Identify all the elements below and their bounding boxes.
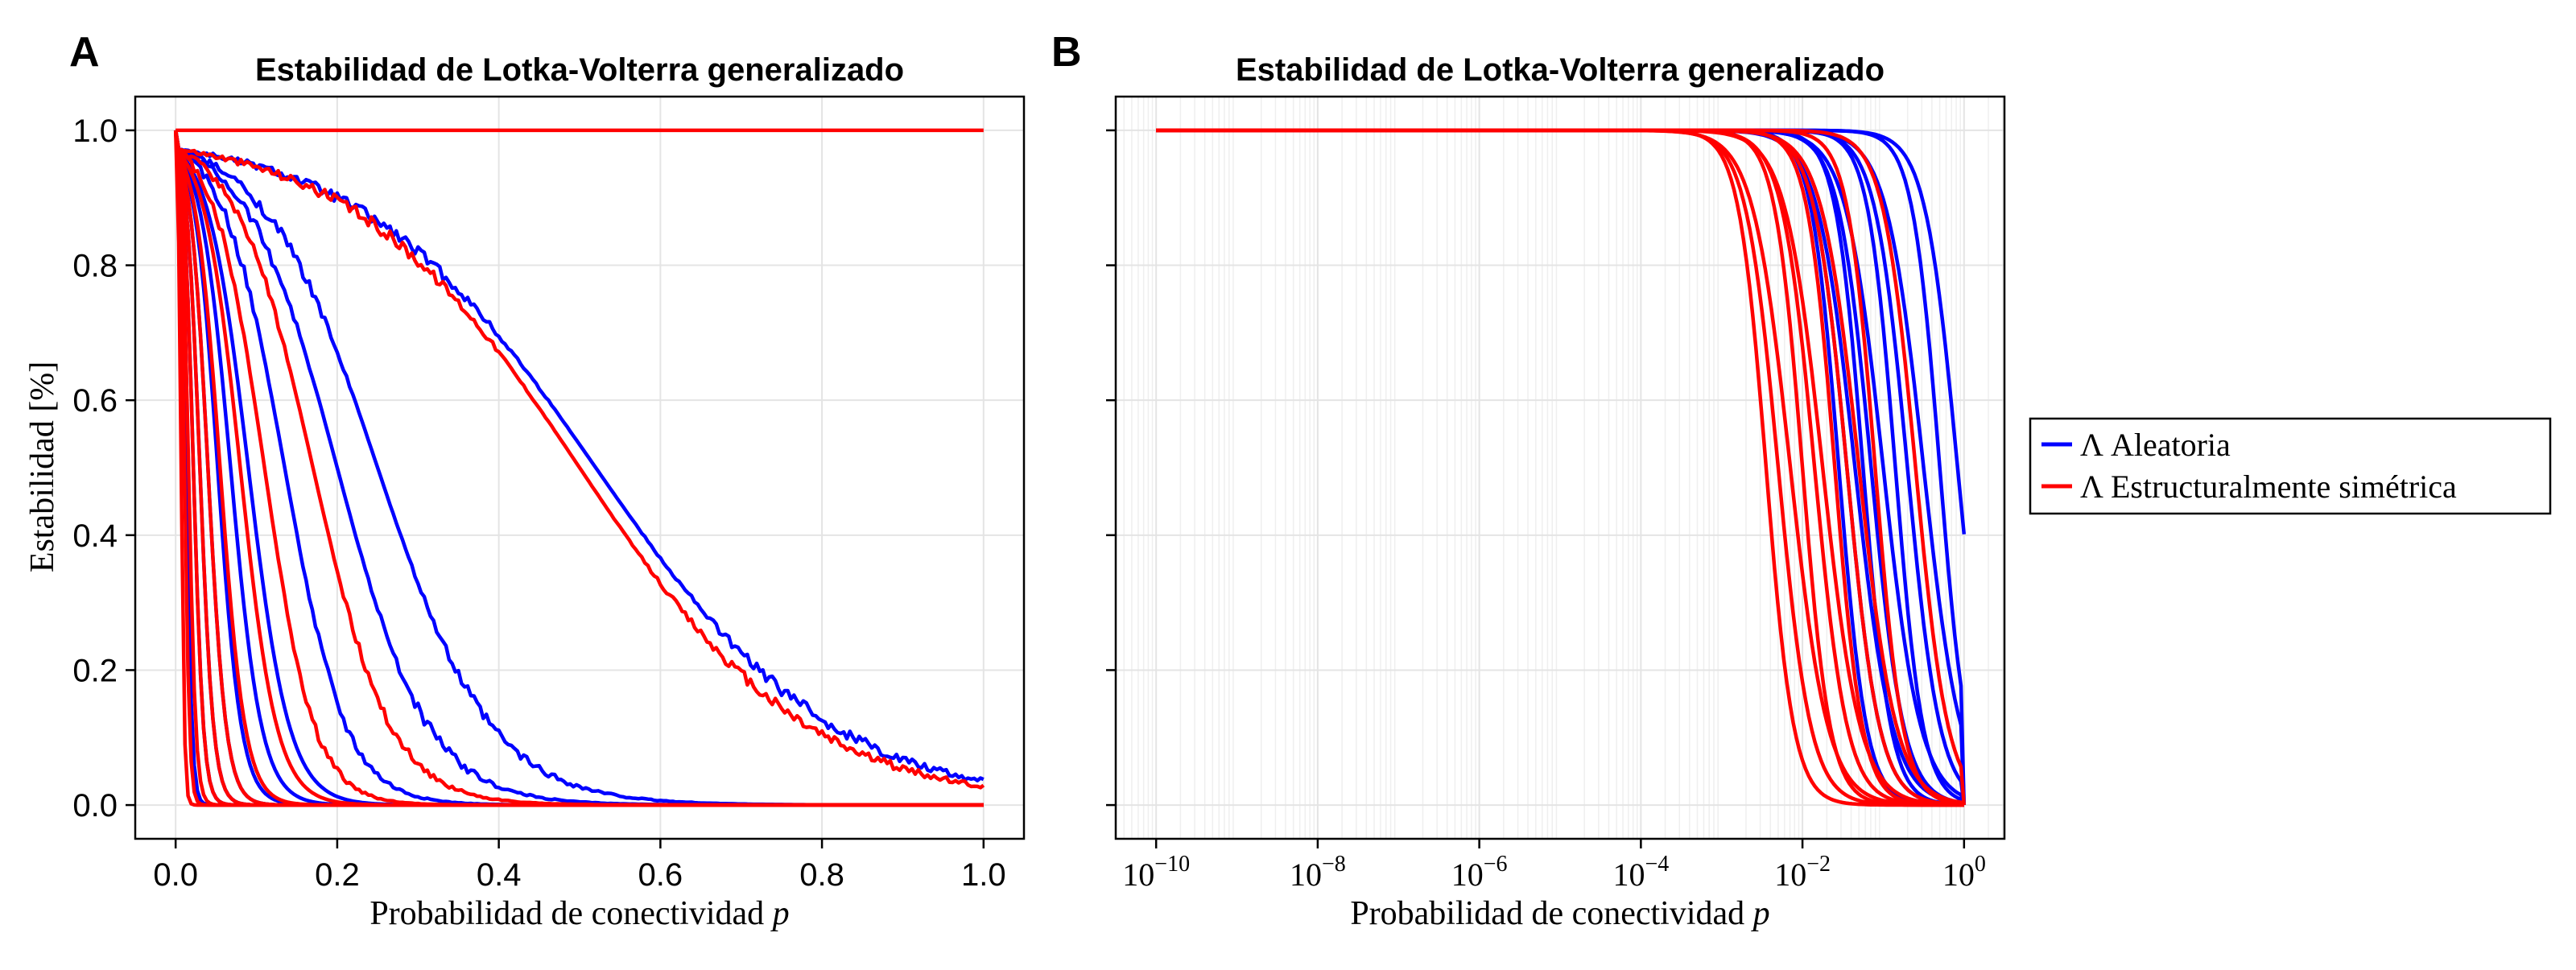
panel-letter-a: A: [69, 29, 100, 76]
x-tick-label-b: 10−2: [1774, 852, 1831, 893]
x-axis-label-b-var: p: [1751, 895, 1770, 932]
plot-area-a: 0.0 0.2 0.4 0.6 0.8 1.0 0.0 0.2 0.4 0.6 0.8 1.0: [72, 95, 1026, 893]
x-axis-label-a-var: p: [770, 895, 790, 932]
x-axis-label-a: Probabilidad de conectividad p: [369, 895, 789, 932]
x-tick-base-b: 10: [1942, 856, 1975, 893]
x-tick-base-b: 10: [1612, 856, 1645, 893]
x-tick-label-a: 0.0: [153, 857, 198, 893]
x-tick-base-b: 10: [1290, 856, 1322, 893]
legend: Λ Aleatoria Λ Estructuralmente simétrica: [2029, 417, 2552, 515]
x-tick-exponent-b: −8: [1322, 852, 1346, 877]
plot-frame-a: [134, 95, 1026, 840]
x-axis-label-b-text: Probabilidad de conectividad: [1350, 895, 1744, 932]
chart-title-b: Estabilidad de Lotka-Volterra generaliza…: [1236, 52, 1885, 88]
y-tick-label-a: 0.6: [72, 383, 118, 419]
x-tick-label-a: 1.0: [961, 857, 1006, 893]
x-tick-exponent-b: −4: [1645, 852, 1669, 877]
plot-area-b: 10−10 10−8 10−6 10−4 10−2 100: [1106, 95, 2006, 893]
chart-title-a: Estabilidad de Lotka-Volterra generaliza…: [255, 52, 904, 88]
legend-label-1: Λ Estructuralmente simétrica: [2080, 468, 2457, 505]
series-line-a-simetrica-9: [173, 130, 984, 807]
legend-text-0: Aleatoria: [2111, 427, 2231, 463]
x-tick-label-b: 100: [1942, 852, 1986, 893]
x-tick-base-b: 10: [1774, 856, 1806, 893]
x-tick-exponent-b: −6: [1484, 852, 1508, 877]
x-tick-exponent-b: −10: [1154, 852, 1190, 877]
y-tick-label-a: 0.4: [72, 518, 118, 554]
series-line-a-simetrica-10: [173, 130, 985, 790]
x-axis-label-b: Probabilidad de conectividad p: [1350, 895, 1769, 932]
y-tick-label-a: 0.0: [72, 788, 118, 823]
x-tick-label-a: 0.8: [799, 857, 844, 893]
x-tick-label-b: 10−10: [1122, 852, 1190, 893]
x-tick-label-b: 10−6: [1451, 852, 1508, 893]
panel-letter-b: B: [1051, 29, 1082, 76]
legend-text-1: Estructuralmente simétrica: [2111, 468, 2457, 505]
legend-symbol-0: Λ: [2080, 427, 2103, 463]
legend-box: [2029, 417, 2552, 515]
x-tick-base-b: 10: [1122, 856, 1154, 893]
y-tick-label-a: 0.8: [72, 249, 118, 284]
legend-label-0: Λ Aleatoria: [2080, 427, 2231, 463]
x-axis-label-a-text: Probabilidad de conectividad: [369, 895, 764, 932]
x-tick-label-b: 10−4: [1612, 852, 1669, 893]
x-tick-label-a: 0.2: [315, 857, 360, 893]
x-tick-label-a: 0.6: [638, 857, 683, 893]
series-group-b: [1156, 128, 1967, 807]
x-tick-exponent-b: 0: [1975, 852, 1986, 877]
series-line-b-simetrica-10: [1156, 128, 1967, 806]
legend-symbol-1: Λ: [2080, 468, 2103, 505]
y-tick-label-a: 1.0: [72, 114, 118, 149]
x-tick-base-b: 10: [1451, 856, 1484, 893]
y-tick-label-a: 0.2: [72, 653, 118, 688]
x-tick-exponent-b: −2: [1806, 852, 1831, 877]
x-tick-label-b: 10−8: [1290, 852, 1346, 893]
series-line-a-aleatoria-10: [173, 130, 985, 782]
series-group-a: [173, 128, 985, 807]
x-tick-label-a: 0.4: [477, 857, 522, 893]
y-axis-label-a: Estabilidad [%]: [24, 361, 61, 572]
plot-frame-b: [1114, 95, 2006, 840]
